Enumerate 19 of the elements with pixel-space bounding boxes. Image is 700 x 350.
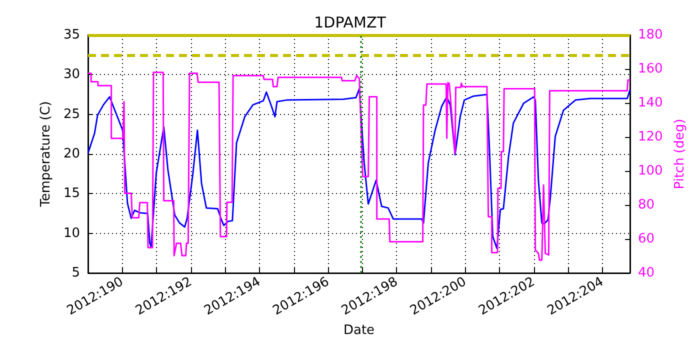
x-axis-title: Date <box>343 323 375 338</box>
y2-tick-label: 180 <box>638 28 663 42</box>
y2-tick-label: 140 <box>638 96 663 110</box>
y2-tick-label: 120 <box>638 130 663 144</box>
y-tick-label: 10 <box>63 226 80 241</box>
y2-tick-label: 80 <box>638 198 655 212</box>
chart-title: 1DPAMZT <box>314 14 387 32</box>
y-tick-label: 20 <box>63 146 80 162</box>
y2-tick-label: 100 <box>638 164 663 178</box>
y-tick-label: 25 <box>63 106 80 122</box>
y2-tick-label: 40 <box>638 266 655 280</box>
y2-axis-title: Pitch (deg) <box>672 118 688 190</box>
y-tick-label: 30 <box>63 67 80 82</box>
y2-tick-label: 160 <box>638 62 663 76</box>
y2-tick-label: 60 <box>638 232 655 246</box>
y-tick-label: 35 <box>63 28 80 42</box>
y-axis-title: Temperature (C) <box>38 101 54 208</box>
y-tick-label: 15 <box>63 186 80 202</box>
y-tick-label: 5 <box>72 266 80 280</box>
